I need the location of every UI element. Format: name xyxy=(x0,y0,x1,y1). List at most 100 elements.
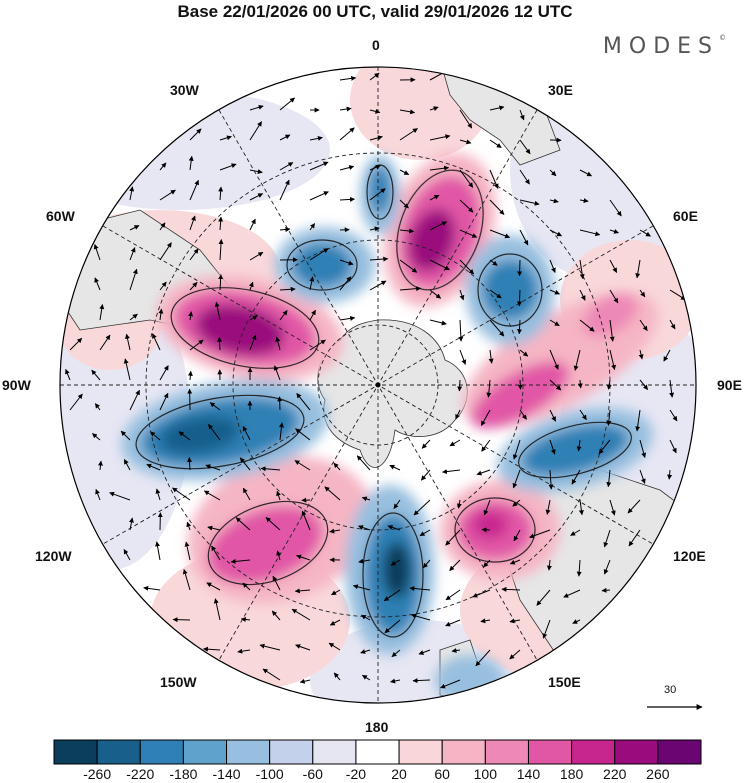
lon-label-30e: 30E xyxy=(548,82,573,98)
wind-arrow xyxy=(146,463,161,471)
wind-arrow xyxy=(339,259,354,266)
wind-arrow xyxy=(205,464,221,471)
wind-arrow xyxy=(489,105,505,111)
colorbar-tick-label: 60 xyxy=(434,766,450,782)
wind-arrow xyxy=(459,229,478,238)
wind-arrow xyxy=(571,469,581,485)
wind-arrow xyxy=(669,409,678,422)
wind-arrow xyxy=(309,223,316,231)
wind-arrow xyxy=(218,186,224,201)
wind-arrow xyxy=(387,524,401,531)
wind-arrow xyxy=(393,499,401,510)
wind-arrow xyxy=(573,349,581,371)
wind-arrow xyxy=(517,379,523,390)
wind-arrow xyxy=(429,106,439,112)
colorbar-tick-label: -20 xyxy=(345,766,367,782)
wind-arrow xyxy=(98,460,103,471)
wind-arrow xyxy=(519,409,527,420)
lon-label-90w: 90W xyxy=(2,377,31,393)
wind-arrow xyxy=(609,199,622,217)
wind-arrow xyxy=(339,75,357,81)
wind-arrow xyxy=(391,649,401,658)
wind-arrow xyxy=(240,616,251,622)
wind-arrow xyxy=(609,259,618,273)
wind-arrow xyxy=(549,349,559,370)
wind-arrow xyxy=(513,529,521,542)
wind-arrow xyxy=(309,135,323,141)
colorbar-swatch xyxy=(571,739,616,765)
colorbar-swatch xyxy=(657,739,702,765)
colorbar-swatch xyxy=(269,739,314,765)
wind-arrow xyxy=(570,529,581,536)
colorbar-swatch xyxy=(53,739,98,765)
wind-arrow xyxy=(352,584,371,591)
wind-arrow xyxy=(579,169,593,177)
wind-arrow xyxy=(459,199,474,213)
wind-arrow xyxy=(202,646,221,652)
wind-arrow xyxy=(489,319,505,337)
map-disk xyxy=(60,67,696,703)
wind-arrow xyxy=(296,393,311,411)
wind-arrow xyxy=(429,194,440,201)
lon-label-120w: 120W xyxy=(35,548,72,564)
wind-arrow xyxy=(259,643,281,651)
wind-arrow xyxy=(189,179,199,201)
wind-arrow xyxy=(635,409,641,432)
wind-arrow xyxy=(517,259,523,277)
wind-arrow xyxy=(123,358,131,381)
wind-arrow xyxy=(249,251,264,261)
wind-arrow xyxy=(418,649,431,655)
colorbar-swatch xyxy=(398,739,443,765)
wind-arrow xyxy=(237,648,251,654)
wind-arrow xyxy=(429,319,447,326)
wind-arrow xyxy=(489,259,498,266)
wind-arrow xyxy=(249,218,256,231)
wind-arrow xyxy=(399,169,410,176)
colorbar-tick-label: 20 xyxy=(391,766,407,782)
wind-arrow xyxy=(399,128,418,141)
lon-label-60e: 60E xyxy=(673,208,698,224)
wind-arrow xyxy=(579,319,595,332)
wind-arrow xyxy=(509,559,521,565)
wind-arrow xyxy=(422,559,431,569)
colorbar-tick-label: -180 xyxy=(169,766,198,782)
wind-arrow xyxy=(369,256,389,262)
wind-arrow xyxy=(399,199,409,209)
wind-arrow xyxy=(235,517,251,531)
wind-arrow xyxy=(421,439,431,449)
colorbar-tick-label: 180 xyxy=(559,766,584,782)
wind-arrow xyxy=(459,349,467,365)
wind-arrow xyxy=(536,589,551,606)
wind-arrow xyxy=(369,188,386,201)
wind-arrow xyxy=(669,379,675,398)
wind-arrow xyxy=(390,678,401,684)
wind-arrow xyxy=(549,259,556,273)
wind-arrow xyxy=(459,139,472,145)
wind-arrow xyxy=(309,276,315,291)
wind-arrow xyxy=(273,365,281,381)
wind-arrow xyxy=(399,286,422,292)
wind-arrow xyxy=(206,582,221,591)
wind-arrow xyxy=(572,619,581,624)
wind-arrow xyxy=(279,286,296,292)
wind-arrow xyxy=(339,106,352,112)
lon-label-180: 180 xyxy=(365,719,389,735)
map-title: Base 22/01/2026 00 UTC, valid 29/01/2026… xyxy=(177,2,573,21)
wind-arrow xyxy=(123,548,131,561)
wind-arrow xyxy=(218,239,224,261)
wind-arrow xyxy=(669,289,687,301)
wind-arrow xyxy=(548,469,554,490)
wind-arrow xyxy=(214,301,221,321)
wind-arrow xyxy=(279,226,291,232)
wind-arrow xyxy=(129,247,136,261)
wind-arrow xyxy=(249,334,257,351)
lon-label-120e: 120E xyxy=(673,548,706,564)
wind-arrow xyxy=(291,608,311,621)
wind-arrow xyxy=(412,678,431,684)
wind-arrow xyxy=(609,229,619,234)
wind-arrow xyxy=(578,499,584,516)
wind-arrow xyxy=(358,525,371,531)
wind-arrow xyxy=(445,619,461,627)
wind-arrow xyxy=(480,409,491,427)
wind-arrow xyxy=(279,179,290,201)
